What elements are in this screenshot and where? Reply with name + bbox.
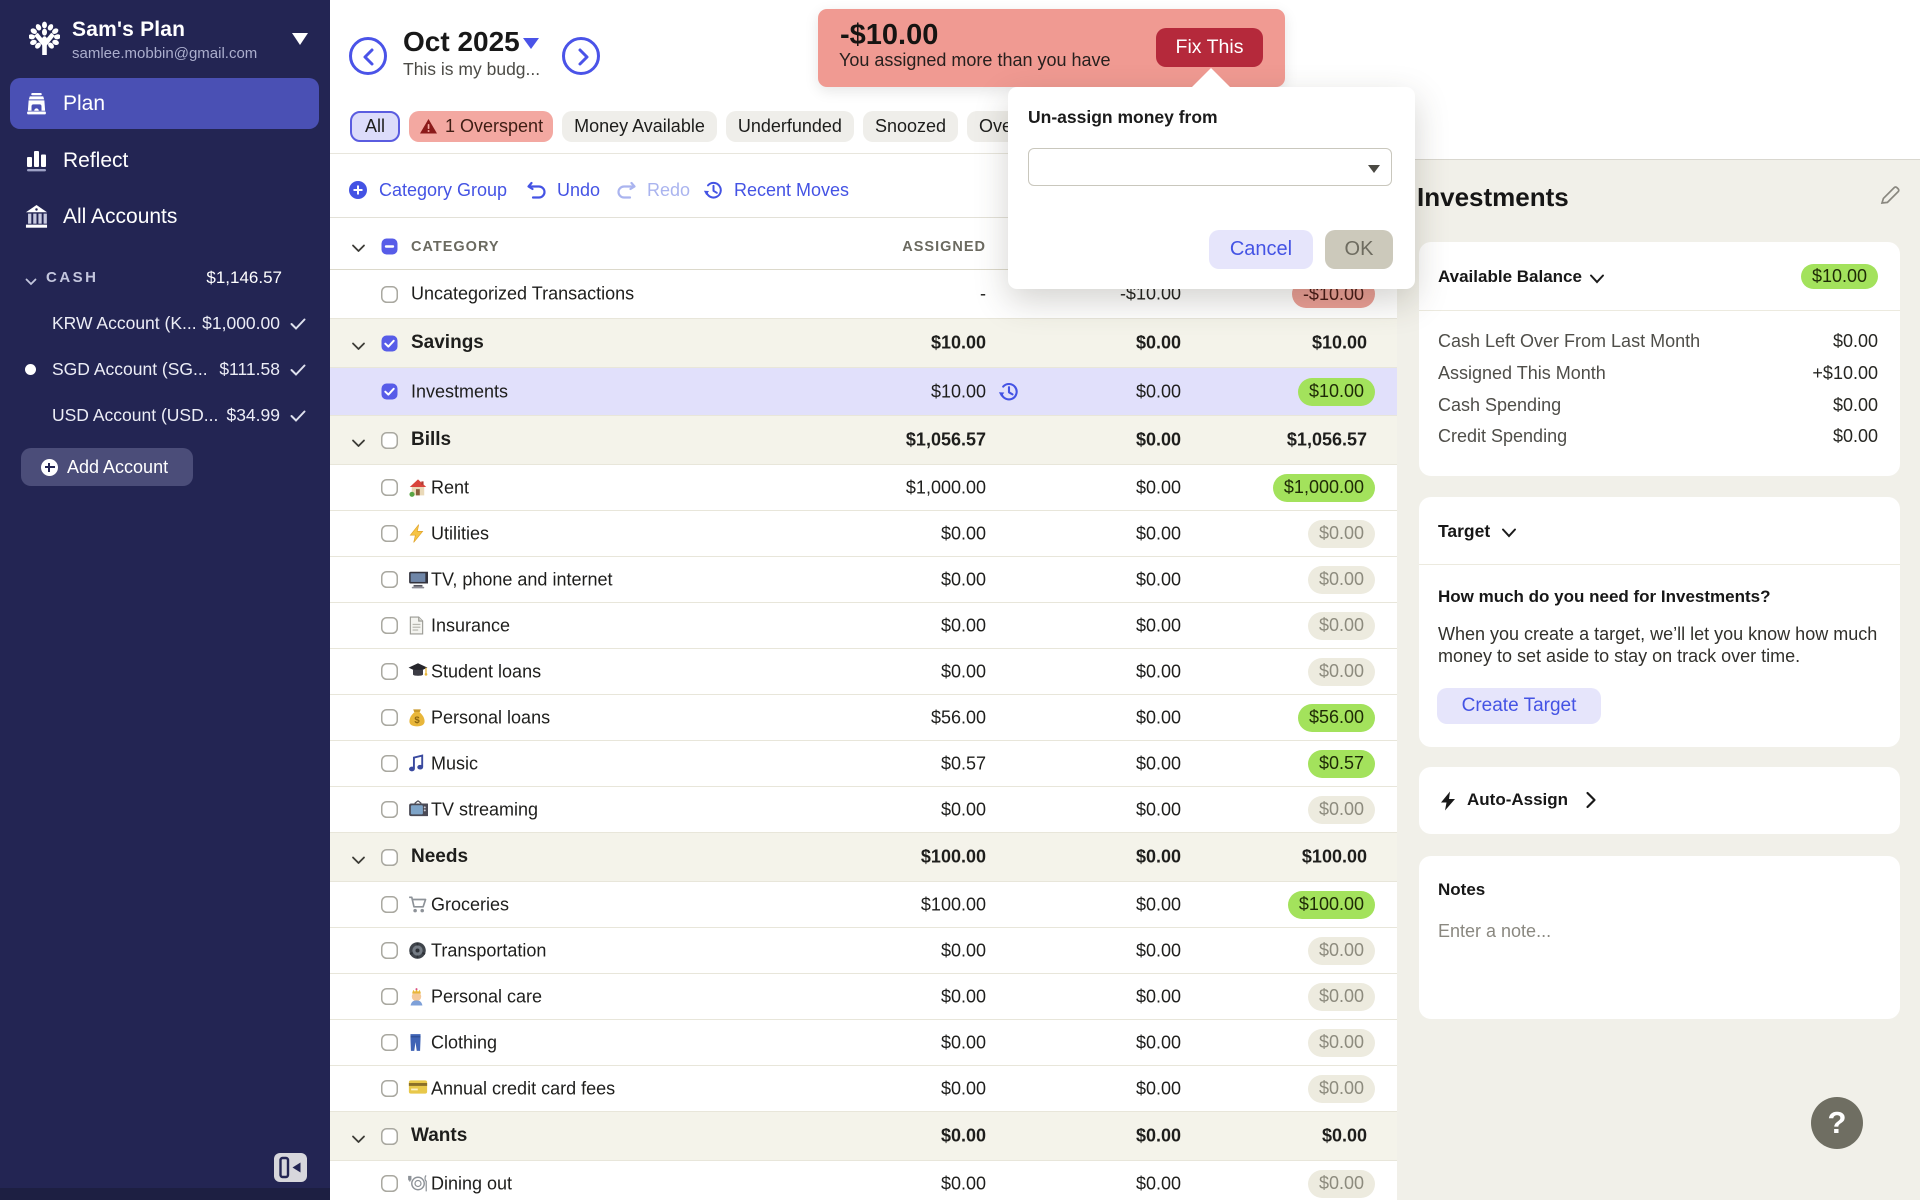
svg-text:$: $: [414, 715, 420, 726]
